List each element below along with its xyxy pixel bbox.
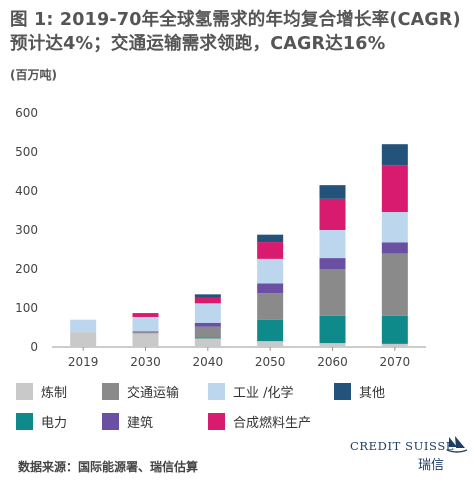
bar-segment (319, 198, 346, 230)
y-tick-label: 0 (30, 340, 38, 354)
legend-swatch (334, 383, 351, 400)
legend-label: 炼制 (41, 386, 68, 401)
chart-title: 图 1: 2019-70年全球氢需求的年均复合增长率(CAGR)预计达4%；交通… (10, 10, 461, 54)
legend-label: 合成燃料生产 (233, 416, 312, 431)
legend-item: 交通运输 (102, 382, 179, 401)
bar-segment (381, 343, 408, 347)
bar-segment (319, 269, 346, 316)
bar-segment (132, 331, 159, 333)
bar-segment (132, 316, 159, 332)
y-tick-label: 400 (15, 184, 38, 198)
stacked-bar-chart: 0 100 200 300 400 500 600 2019 2030 2040 2050 2060 2… (15, 106, 426, 369)
y-tick-label: 500 (15, 145, 38, 159)
logo-chinese-name: 瑞信 (418, 458, 445, 473)
bar-segment (70, 319, 97, 333)
bar-segment (319, 343, 346, 347)
bar-segment (194, 294, 221, 298)
bar-segment (381, 212, 408, 243)
legend-item: 合成燃料生产 (208, 412, 311, 431)
legend-label: 工业 /化学 (233, 386, 294, 401)
bar-segment (257, 258, 284, 284)
credit-suisse-logo: CREDIT SUISSE 瑞信 (350, 435, 468, 475)
sails-icon (446, 436, 468, 453)
y-tick-label: 600 (15, 106, 38, 120)
bar-segment (257, 234, 284, 243)
bar-segment (381, 165, 408, 213)
legend-swatch (16, 383, 33, 400)
bar-segment (319, 230, 346, 259)
bar-segment (257, 283, 284, 294)
logo-name: CREDIT SUISSE (350, 439, 455, 453)
bar-segment (132, 332, 159, 334)
source-note: 数据来源：国际能源署、瑞信估算 (18, 460, 199, 474)
bar-segment (257, 341, 284, 347)
legend-item: 工业 /化学 (208, 382, 294, 401)
legend-item: 炼制 (16, 382, 67, 401)
y-tick-label: 200 (15, 262, 38, 276)
legend-swatch (16, 413, 33, 430)
bar-segment (194, 297, 221, 304)
x-tick-label: 2050 (255, 355, 286, 369)
x-tick-label: 2040 (193, 355, 224, 369)
bar-segment (381, 242, 408, 254)
legend-swatch (208, 383, 225, 400)
x-tick-label: 2030 (130, 355, 161, 369)
bar-segment (132, 313, 159, 317)
legend-label: 电力 (41, 416, 68, 431)
legend-swatch (102, 413, 119, 430)
legend-swatch (208, 413, 225, 430)
legend-swatch (102, 383, 119, 400)
legend-item: 其他 (334, 382, 385, 401)
bar-segment (257, 242, 284, 259)
bar-segment (257, 319, 284, 342)
bar-segment (194, 303, 221, 323)
bar-segment (319, 315, 346, 344)
y-tick-label: 100 (15, 301, 38, 315)
y-tick-label: 300 (15, 223, 38, 237)
bar-segment (381, 253, 408, 316)
bar-segment (381, 315, 408, 344)
unit-label: (百万吨) (10, 68, 57, 82)
bar-segment (194, 338, 221, 347)
bar-segment (257, 293, 284, 320)
bar-segment (132, 333, 159, 347)
bar-segment (319, 185, 346, 199)
bar-segment (194, 322, 221, 327)
legend-item: 建筑 (102, 412, 153, 431)
x-tick-label: 2019 (68, 355, 99, 369)
bar-segment (194, 326, 221, 338)
legend: 炼制 交通运输 工业 /化学 其他 电力 建筑 合成燃料生产 (16, 382, 456, 440)
x-tick-label: 2070 (380, 355, 411, 369)
bar-segment (319, 258, 346, 269)
legend-label: 其他 (359, 386, 386, 401)
x-tick-label: 2060 (317, 355, 348, 369)
legend-label: 交通运输 (127, 386, 180, 401)
bar-segment (70, 332, 97, 347)
legend-item: 电力 (16, 412, 67, 431)
bar-segment (194, 337, 221, 339)
bar-segment (132, 313, 159, 314)
legend-label: 建筑 (127, 416, 154, 431)
bar-segment (381, 144, 408, 166)
